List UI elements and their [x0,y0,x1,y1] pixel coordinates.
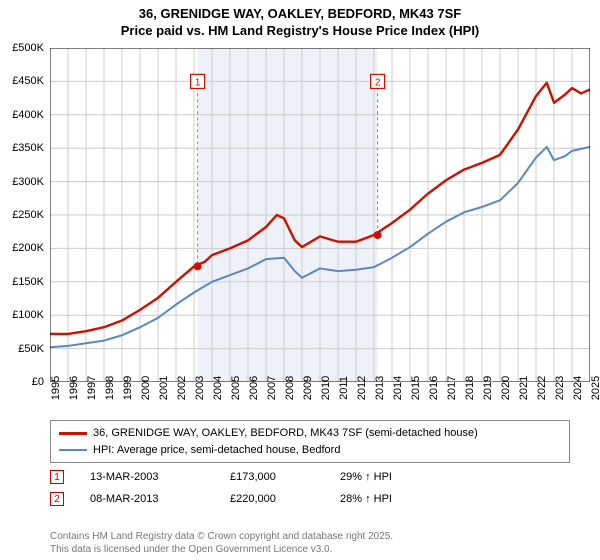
chart-plot-area: 12 [50,48,590,382]
x-tick-label: 2015 [410,376,422,400]
legend-label: 36, GRENIDGE WAY, OAKLEY, BEDFORD, MK43 … [93,425,478,442]
footer-line-2: This data is licensed under the Open Gov… [50,543,393,556]
sale-table: 1 13-MAR-2003£173,00029% ↑ HPI 2 08-MAR-201… [50,466,570,510]
sale-marker-box: 1 [50,470,64,484]
svg-text:2: 2 [375,77,381,88]
x-tick-label: 1998 [104,376,116,400]
y-tick-label: £150K [12,276,44,288]
legend-item: 36, GRENIDGE WAY, OAKLEY, BEDFORD, MK43 … [59,425,561,442]
x-tick-label: 2024 [572,376,584,400]
x-tick-label: 2023 [554,376,566,400]
sale-pct: 28% ↑ HPI [340,493,392,505]
legend-swatch [59,449,87,452]
x-tick-label: 1999 [122,376,134,400]
footer-line-1: Contains HM Land Registry data © Crown c… [50,530,393,543]
sale-marker-box: 2 [50,492,64,506]
footer-attribution: Contains HM Land Registry data © Crown c… [50,530,393,556]
x-tick-label: 1996 [68,376,80,400]
x-tick-label: 2025 [590,376,600,400]
legend-item: HPI: Average price, semi-detached house,… [59,442,561,459]
x-tick-label: 2018 [464,376,476,400]
y-tick-label: £50K [18,343,44,355]
y-tick-label: £350K [12,142,44,154]
x-tick-label: 2002 [176,376,188,400]
y-tick-label: £500K [12,42,44,54]
legend-swatch [59,432,87,435]
x-tick-label: 2011 [338,376,350,400]
x-tick-label: 2003 [194,376,206,400]
x-tick-label: 2016 [428,376,440,400]
sale-price: £173,000 [230,471,340,483]
x-tick-label: 1997 [86,376,98,400]
sale-pct: 29% ↑ HPI [340,471,392,483]
y-tick-label: £0 [32,376,44,388]
chart-title-block: 36, GRENIDGE WAY, OAKLEY, BEDFORD, MK43 … [0,0,600,40]
sale-date: 13-MAR-2003 [90,471,230,483]
y-tick-label: £300K [12,176,44,188]
x-tick-label: 2000 [140,376,152,400]
x-tick-label: 2012 [356,376,368,400]
legend: 36, GRENIDGE WAY, OAKLEY, BEDFORD, MK43 … [50,420,570,463]
x-tick-label: 2005 [230,376,242,400]
y-tick-label: £200K [12,242,44,254]
x-axis: 1995199619971998199920002001200220032004… [50,384,590,418]
x-tick-label: 2009 [302,376,314,400]
x-tick-label: 2013 [374,376,386,400]
title-line-1: 36, GRENIDGE WAY, OAKLEY, BEDFORD, MK43 … [0,6,600,23]
x-tick-label: 2020 [500,376,512,400]
y-axis: £0£50K£100K£150K£200K£250K£300K£350K£400… [0,48,48,382]
y-tick-label: £100K [12,309,44,321]
legend-label: HPI: Average price, semi-detached house,… [93,442,340,459]
x-tick-label: 2019 [482,376,494,400]
sale-row: 2 08-MAR-2013£220,00028% ↑ HPI [50,488,570,510]
y-tick-label: £250K [12,209,44,221]
sale-row: 1 13-MAR-2003£173,00029% ↑ HPI [50,466,570,488]
sale-price: £220,000 [230,493,340,505]
x-tick-label: 2022 [536,376,548,400]
sale-date: 08-MAR-2013 [90,493,230,505]
x-tick-label: 2008 [284,376,296,400]
x-tick-label: 2004 [212,376,224,400]
x-tick-label: 2007 [266,376,278,400]
y-tick-label: £400K [12,109,44,121]
x-tick-label: 2017 [446,376,458,400]
title-line-2: Price paid vs. HM Land Registry's House … [0,23,600,40]
x-tick-label: 2010 [320,376,332,400]
x-tick-label: 2006 [248,376,260,400]
y-tick-label: £450K [12,75,44,87]
x-tick-label: 2014 [392,376,404,400]
svg-text:1: 1 [195,77,201,88]
x-tick-label: 1995 [50,376,62,400]
x-tick-label: 2021 [518,376,530,400]
x-tick-label: 2001 [158,376,170,400]
